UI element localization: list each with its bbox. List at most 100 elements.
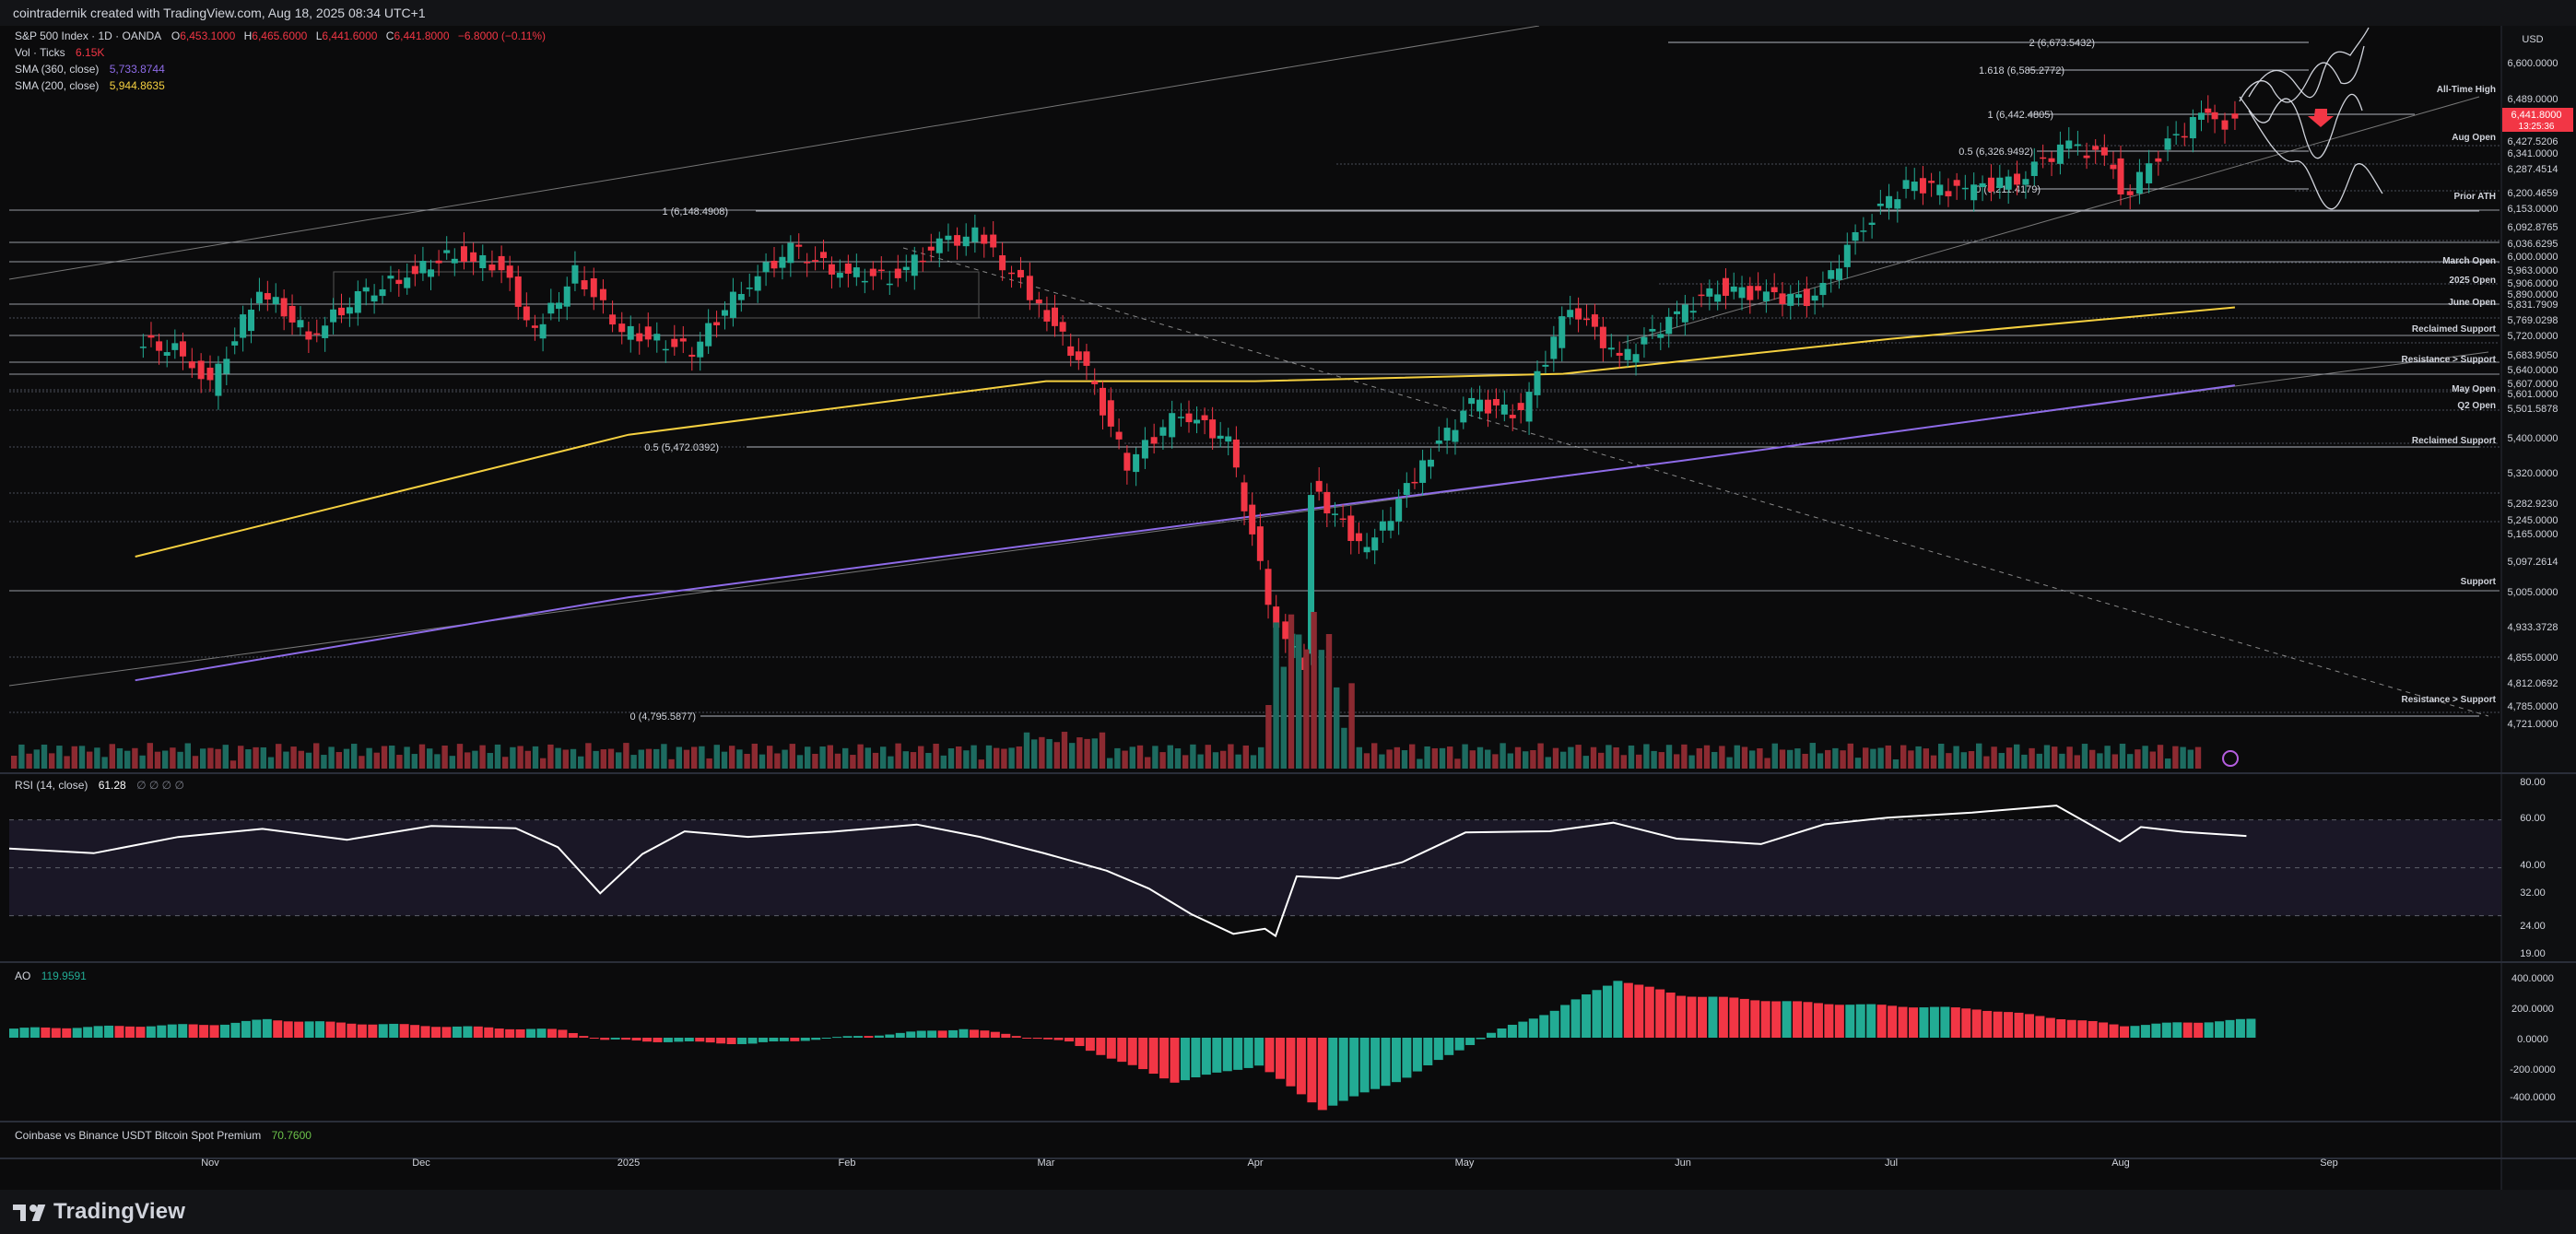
candle-body <box>1803 288 1810 307</box>
candle-body <box>197 360 205 380</box>
volume-bar <box>298 750 304 769</box>
candle-body <box>1559 316 1566 348</box>
volume-bar <box>2135 749 2141 769</box>
candle-body <box>188 361 195 369</box>
sma200-value: 5,944.8635 <box>109 79 165 92</box>
ao-bar <box>515 1028 525 1038</box>
annotation-label: Reclaimed Support <box>2412 436 2497 446</box>
ao-bar <box>494 1028 504 1038</box>
price-axis-label: 5,640.0000 <box>2507 365 2558 376</box>
candle-body <box>1945 191 1952 197</box>
candle-body <box>1264 569 1272 605</box>
ao-bar <box>2172 1022 2182 1038</box>
volume-bar <box>1900 745 1907 769</box>
price-axis-label: 4,812.0692 <box>2507 678 2558 689</box>
annotation-label: Resistance > Support <box>2401 355 2496 365</box>
ao-bar <box>2140 1025 2150 1038</box>
volume-bar <box>2119 743 2126 769</box>
volume-bar <box>238 746 244 769</box>
ao-bar <box>1803 1002 1813 1038</box>
volume-bar <box>253 746 259 769</box>
ao-bar <box>1560 1005 1570 1038</box>
volume-bar <box>1930 755 1937 769</box>
ao-bar <box>1708 996 1718 1038</box>
volume-bar <box>721 751 728 769</box>
volume-bar <box>880 746 887 769</box>
x-axis-label: Feb <box>839 1158 856 1169</box>
volume-bar <box>978 759 984 769</box>
ao-bar <box>124 1026 135 1038</box>
last-price-badge <box>2502 108 2573 132</box>
volume-bar <box>1802 753 1808 769</box>
x-axis-label: Mar <box>1038 1158 1055 1169</box>
ao-bar <box>916 1030 926 1038</box>
ao-bar <box>1570 999 1581 1038</box>
volume-bar <box>1311 612 1317 769</box>
ao-bar <box>2225 1019 2235 1038</box>
volume-bar <box>1476 746 1484 769</box>
volume-bar <box>2029 747 2035 769</box>
ao-bar <box>114 1026 124 1038</box>
tradingview-logo[interactable]: TradingView <box>13 1199 185 1225</box>
volume-bar <box>124 750 131 769</box>
x-axis-label: Apr <box>1247 1158 1263 1169</box>
volume-bar <box>834 753 841 769</box>
price-axis-label: 6,000.0000 <box>2507 252 2558 263</box>
ao-bar <box>209 1025 219 1038</box>
ao-bar <box>1613 981 1623 1038</box>
ao-label: AO <box>15 970 31 982</box>
volume-bar <box>691 746 698 769</box>
volume-bar <box>1136 745 1144 769</box>
tradingview-logo-icon <box>13 1201 46 1223</box>
candle-body <box>1075 351 1082 360</box>
volume-bar <box>1636 754 1642 769</box>
candle-body <box>248 310 255 332</box>
ao-bar <box>653 1038 663 1042</box>
ao-bar <box>1602 985 1612 1038</box>
volume-bar <box>1953 746 1959 769</box>
volume-bar <box>449 756 455 769</box>
candle-body <box>1689 311 1697 313</box>
ao-legend: AO 119.9591 <box>15 970 87 982</box>
ao-bar <box>2088 1020 2098 1038</box>
volume-bar <box>2097 753 2103 769</box>
volume-bar <box>1228 744 1234 769</box>
candle-body <box>288 305 296 323</box>
ao-bar <box>1971 1009 1982 1038</box>
candle-body <box>1575 308 1582 320</box>
sma360-label: SMA (360, close) <box>15 63 100 76</box>
candle-body <box>1525 392 1533 422</box>
candle-body <box>1169 413 1176 438</box>
price-legend: S&P 500 Index · 1D · OANDA O6,453.1000 H… <box>15 29 546 42</box>
ao-bar <box>2120 1026 2129 1038</box>
candle-body <box>1567 310 1574 318</box>
volume-bar <box>1363 753 1370 769</box>
x-axis-label: Nov <box>201 1158 219 1169</box>
ao-bar <box>1676 995 1687 1038</box>
volume-bar <box>940 755 947 769</box>
chart-canvas[interactable]: 2 (6,673.5432) 1.618 (6,585.2772) 1 (6,442… <box>0 26 2576 1190</box>
candle-body <box>869 268 876 276</box>
volume-bar <box>1809 743 1816 769</box>
candle-body <box>1698 294 1705 297</box>
candle-body <box>662 348 669 351</box>
volume-bar <box>56 746 63 769</box>
candle-body <box>1868 222 1876 226</box>
volume-bar <box>517 746 523 769</box>
ao-bar <box>1771 1001 1782 1038</box>
volume-bar <box>1341 727 1347 769</box>
volume-bar <box>562 749 569 769</box>
volume-bar <box>411 754 418 769</box>
candle-body <box>919 260 926 263</box>
annotation-label: Q2 Open <box>2457 401 2496 411</box>
candle-body <box>1911 182 1918 192</box>
fib-level-label: 0.5 (6,326.9492) <box>1958 147 2033 158</box>
candle-body <box>828 264 835 275</box>
volume-bar <box>1514 746 1522 769</box>
candle-body <box>737 294 745 300</box>
candle-body <box>1714 294 1722 302</box>
volume-bar <box>1825 749 1831 769</box>
candle-body <box>679 338 687 342</box>
candle-body <box>2126 191 2134 195</box>
volume-bar <box>789 744 795 769</box>
